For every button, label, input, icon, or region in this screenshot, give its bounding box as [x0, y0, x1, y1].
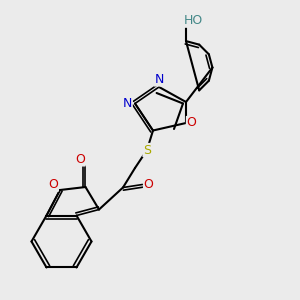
- Text: S: S: [143, 143, 151, 157]
- Text: N: N: [123, 97, 132, 110]
- Text: HO: HO: [184, 14, 203, 27]
- Text: O: O: [144, 178, 153, 191]
- Text: O: O: [49, 178, 58, 191]
- Text: N: N: [154, 73, 164, 86]
- Text: O: O: [75, 153, 85, 166]
- Text: O: O: [187, 116, 196, 130]
